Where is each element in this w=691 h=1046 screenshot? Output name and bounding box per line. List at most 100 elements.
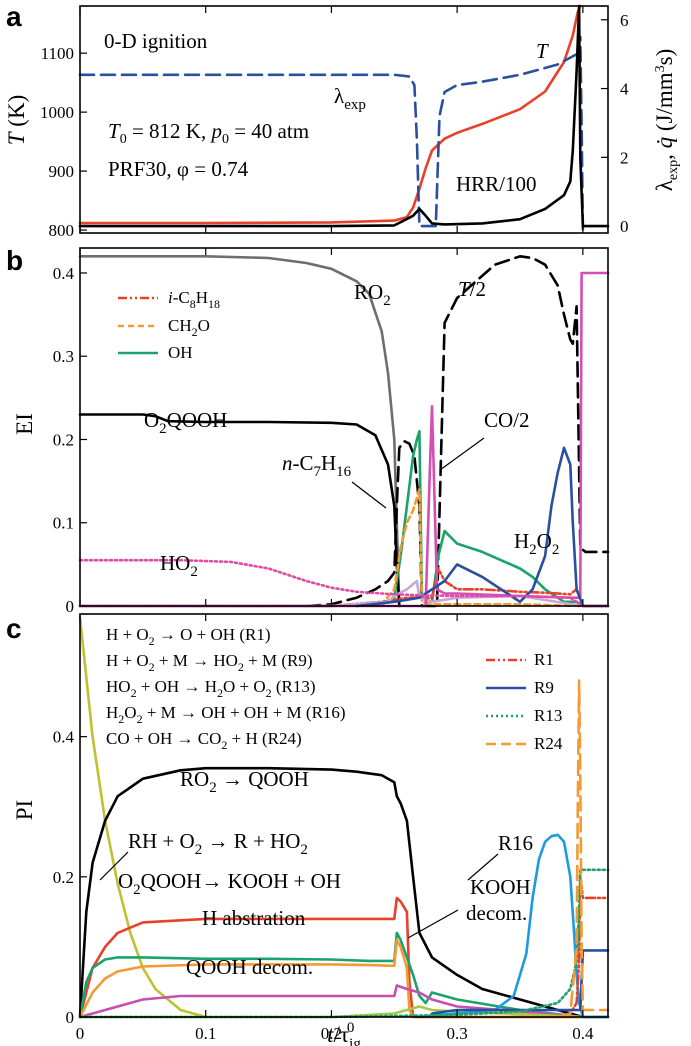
panel-letter-b: b bbox=[6, 245, 23, 276]
ytick-right-label-a: 0 bbox=[620, 217, 629, 236]
series-b-t-2 bbox=[304, 254, 610, 608]
ytick-label-b: 0.4 bbox=[53, 264, 75, 283]
panel-c-y-ticks: 0 0.2 0.4 bbox=[53, 728, 87, 1027]
panel-letter-a: a bbox=[6, 1, 22, 32]
panel-b-ylabel: EI bbox=[12, 413, 37, 435]
legend-ic8h18: i-C8H18 bbox=[168, 288, 220, 311]
annot-qooh-decom: QOOH decom. bbox=[186, 955, 313, 979]
reaction-r16: H2O2 + M → OH + OH + M (R16) bbox=[106, 703, 346, 726]
series-c-rh-o2-r-ho2 bbox=[78, 616, 207, 1019]
panel-b: b 00.10.20.30.4 EI i-C8H18 CH2O OH RO2 T… bbox=[6, 245, 610, 616]
reaction-r24: CO + OH → CO2 + H (R24) bbox=[106, 729, 302, 752]
xtick-label-c: 0 bbox=[76, 1024, 85, 1043]
series-a-hrr-100 bbox=[78, 4, 610, 228]
ytick-label-b: 0.2 bbox=[53, 430, 74, 449]
annot-nc7h16: n-C7H16 bbox=[282, 451, 352, 480]
legend-r24: R24 bbox=[534, 734, 563, 753]
panel-b-legend: i-C8H18 CH2O OH bbox=[118, 288, 220, 362]
panel-a-series bbox=[78, 4, 610, 235]
ytick-label-b: 0 bbox=[66, 597, 75, 616]
series-c-h-abstration bbox=[78, 931, 610, 1019]
panel-b-series bbox=[78, 254, 610, 608]
series-c-h-abstraction-orange bbox=[78, 938, 610, 1019]
annot-lambda: λexp bbox=[334, 84, 366, 113]
panel-c: c 0 0.2 0.4 0 0.1 0.2 0.3 0.4 PI t/τig0 H + O2… bbox=[6, 613, 610, 1046]
ytick-label-c: 0.4 bbox=[53, 728, 75, 747]
legend-oh: OH bbox=[168, 343, 193, 362]
annot-ho2: HO2 bbox=[160, 551, 198, 580]
xtick-label-c: 0.1 bbox=[195, 1024, 216, 1043]
panel-c-x-ticks: 0 0.1 0.2 0.3 0.4 bbox=[76, 614, 594, 1043]
panel-b-frame bbox=[79, 247, 609, 607]
annot-o2qooh-kooh: O2QOOH→ KOOH + OH bbox=[118, 869, 341, 898]
panel-a-ylabel-left: T (K) bbox=[4, 95, 29, 145]
annot-T-half: T/2 bbox=[458, 277, 486, 301]
series-c-r24 bbox=[556, 679, 610, 1019]
panel-c-series bbox=[78, 616, 610, 1019]
annot-fuel: PRF30, φ = 0.74 bbox=[108, 157, 249, 181]
annot-co-half: CO/2 bbox=[484, 408, 530, 432]
legend-r1: R1 bbox=[534, 650, 554, 669]
ytick-right-label-a: 4 bbox=[620, 80, 629, 99]
ytick-label-c: 0.2 bbox=[53, 868, 74, 887]
panel-c-ylabel: PI bbox=[12, 800, 37, 820]
panel-letter-c: c bbox=[6, 613, 22, 644]
series-b-ho2 bbox=[78, 558, 610, 608]
ytick-label-b: 0.1 bbox=[53, 514, 74, 533]
panel-a-x-ticks bbox=[79, 6, 584, 233]
reaction-list: H + O2 → O + OH (R1) H + O2 + M → HO2 + … bbox=[106, 625, 346, 752]
annot-rh-o2: RH + O2 → R + HO2 bbox=[128, 829, 308, 858]
panel-a-right-ticks: 0 2 4 6 bbox=[601, 11, 629, 236]
annot-co-leader bbox=[439, 437, 485, 471]
series-b-h2o2 bbox=[355, 446, 610, 608]
xtick-label-c: 0.3 bbox=[447, 1024, 468, 1043]
ytick-label-c: 0 bbox=[66, 1008, 75, 1027]
series-b-o2qooh bbox=[78, 413, 401, 608]
annot-kooh-decom: decom. bbox=[466, 901, 527, 925]
panel-b-y-ticks: 0 0.1 0.2 0.3 0.4 bbox=[53, 264, 87, 616]
ytick-right-label-a: 6 bbox=[620, 11, 629, 30]
series-b-co-2 bbox=[78, 271, 610, 608]
annot-T: T bbox=[536, 39, 549, 63]
annot-h2o2: H2O2 bbox=[514, 529, 559, 558]
reaction-r9: H + O2 + M → HO2 + M (R9) bbox=[106, 651, 313, 674]
panel-c-xlabel: t/τig0 bbox=[327, 1020, 361, 1046]
series-b-ro2 bbox=[78, 254, 401, 608]
annot-nc7h16-leader bbox=[351, 481, 387, 509]
series-a-exp bbox=[78, 35, 585, 235]
annot-hrr: HRR/100 bbox=[456, 172, 537, 196]
panel-c-frame bbox=[79, 613, 609, 1018]
series-c-ro2-qooh bbox=[78, 766, 610, 1019]
annot-ro2-to-qooh: RO2 → QOOH bbox=[180, 767, 309, 796]
annot-0d-ignition: 0-D ignition bbox=[104, 29, 208, 53]
ytick-label-b: 0.3 bbox=[53, 347, 74, 366]
annot-h-abstraction: H abstration bbox=[202, 906, 306, 930]
series-b-ch2o bbox=[78, 488, 610, 608]
annot-kooh-leader bbox=[407, 909, 459, 939]
legend-r9: R9 bbox=[534, 678, 554, 697]
panel-a-ylabel-right: λexp, q̇ (J/mm3s) bbox=[652, 49, 681, 192]
annot-r16: R16 bbox=[498, 831, 533, 855]
legend-r13: R13 bbox=[534, 706, 562, 725]
legend-ch2o: CH2O bbox=[168, 316, 210, 339]
panel-c-legend: R1 R9 R13 R24 bbox=[486, 650, 563, 753]
annot-o2qooh: O2QOOH bbox=[144, 408, 227, 437]
ytick-label-a: 800 bbox=[49, 221, 75, 240]
ytick-label-a: 1000 bbox=[40, 103, 74, 122]
panel-a-left-ticks: 800 900 1000 1100 bbox=[40, 44, 87, 240]
panel-a: a 800 900 1000 1100 0 2 4 6 T (K) λexp, q̇ (J/… bbox=[4, 1, 681, 240]
series-b-oh bbox=[78, 429, 610, 608]
series-c-r9 bbox=[430, 949, 610, 1015]
xtick-label-c: 0.2 bbox=[321, 1024, 342, 1043]
series-c-qooh-decom bbox=[78, 984, 610, 1019]
ytick-label-a: 1100 bbox=[41, 44, 74, 63]
annot-r16-leader bbox=[467, 853, 499, 881]
annot-rh-leader bbox=[99, 851, 129, 881]
panel-b-x-ticks bbox=[79, 248, 584, 606]
ytick-label-a: 900 bbox=[49, 162, 75, 181]
annot-initial-conditions: T0 = 812 K, p0 = 40 atm bbox=[108, 119, 309, 147]
annot-kooh: KOOH bbox=[470, 875, 531, 899]
xtick-label-c: 0.4 bbox=[572, 1024, 594, 1043]
reaction-r13: HO2 + OH → H2O + O2 (R13) bbox=[106, 677, 316, 700]
